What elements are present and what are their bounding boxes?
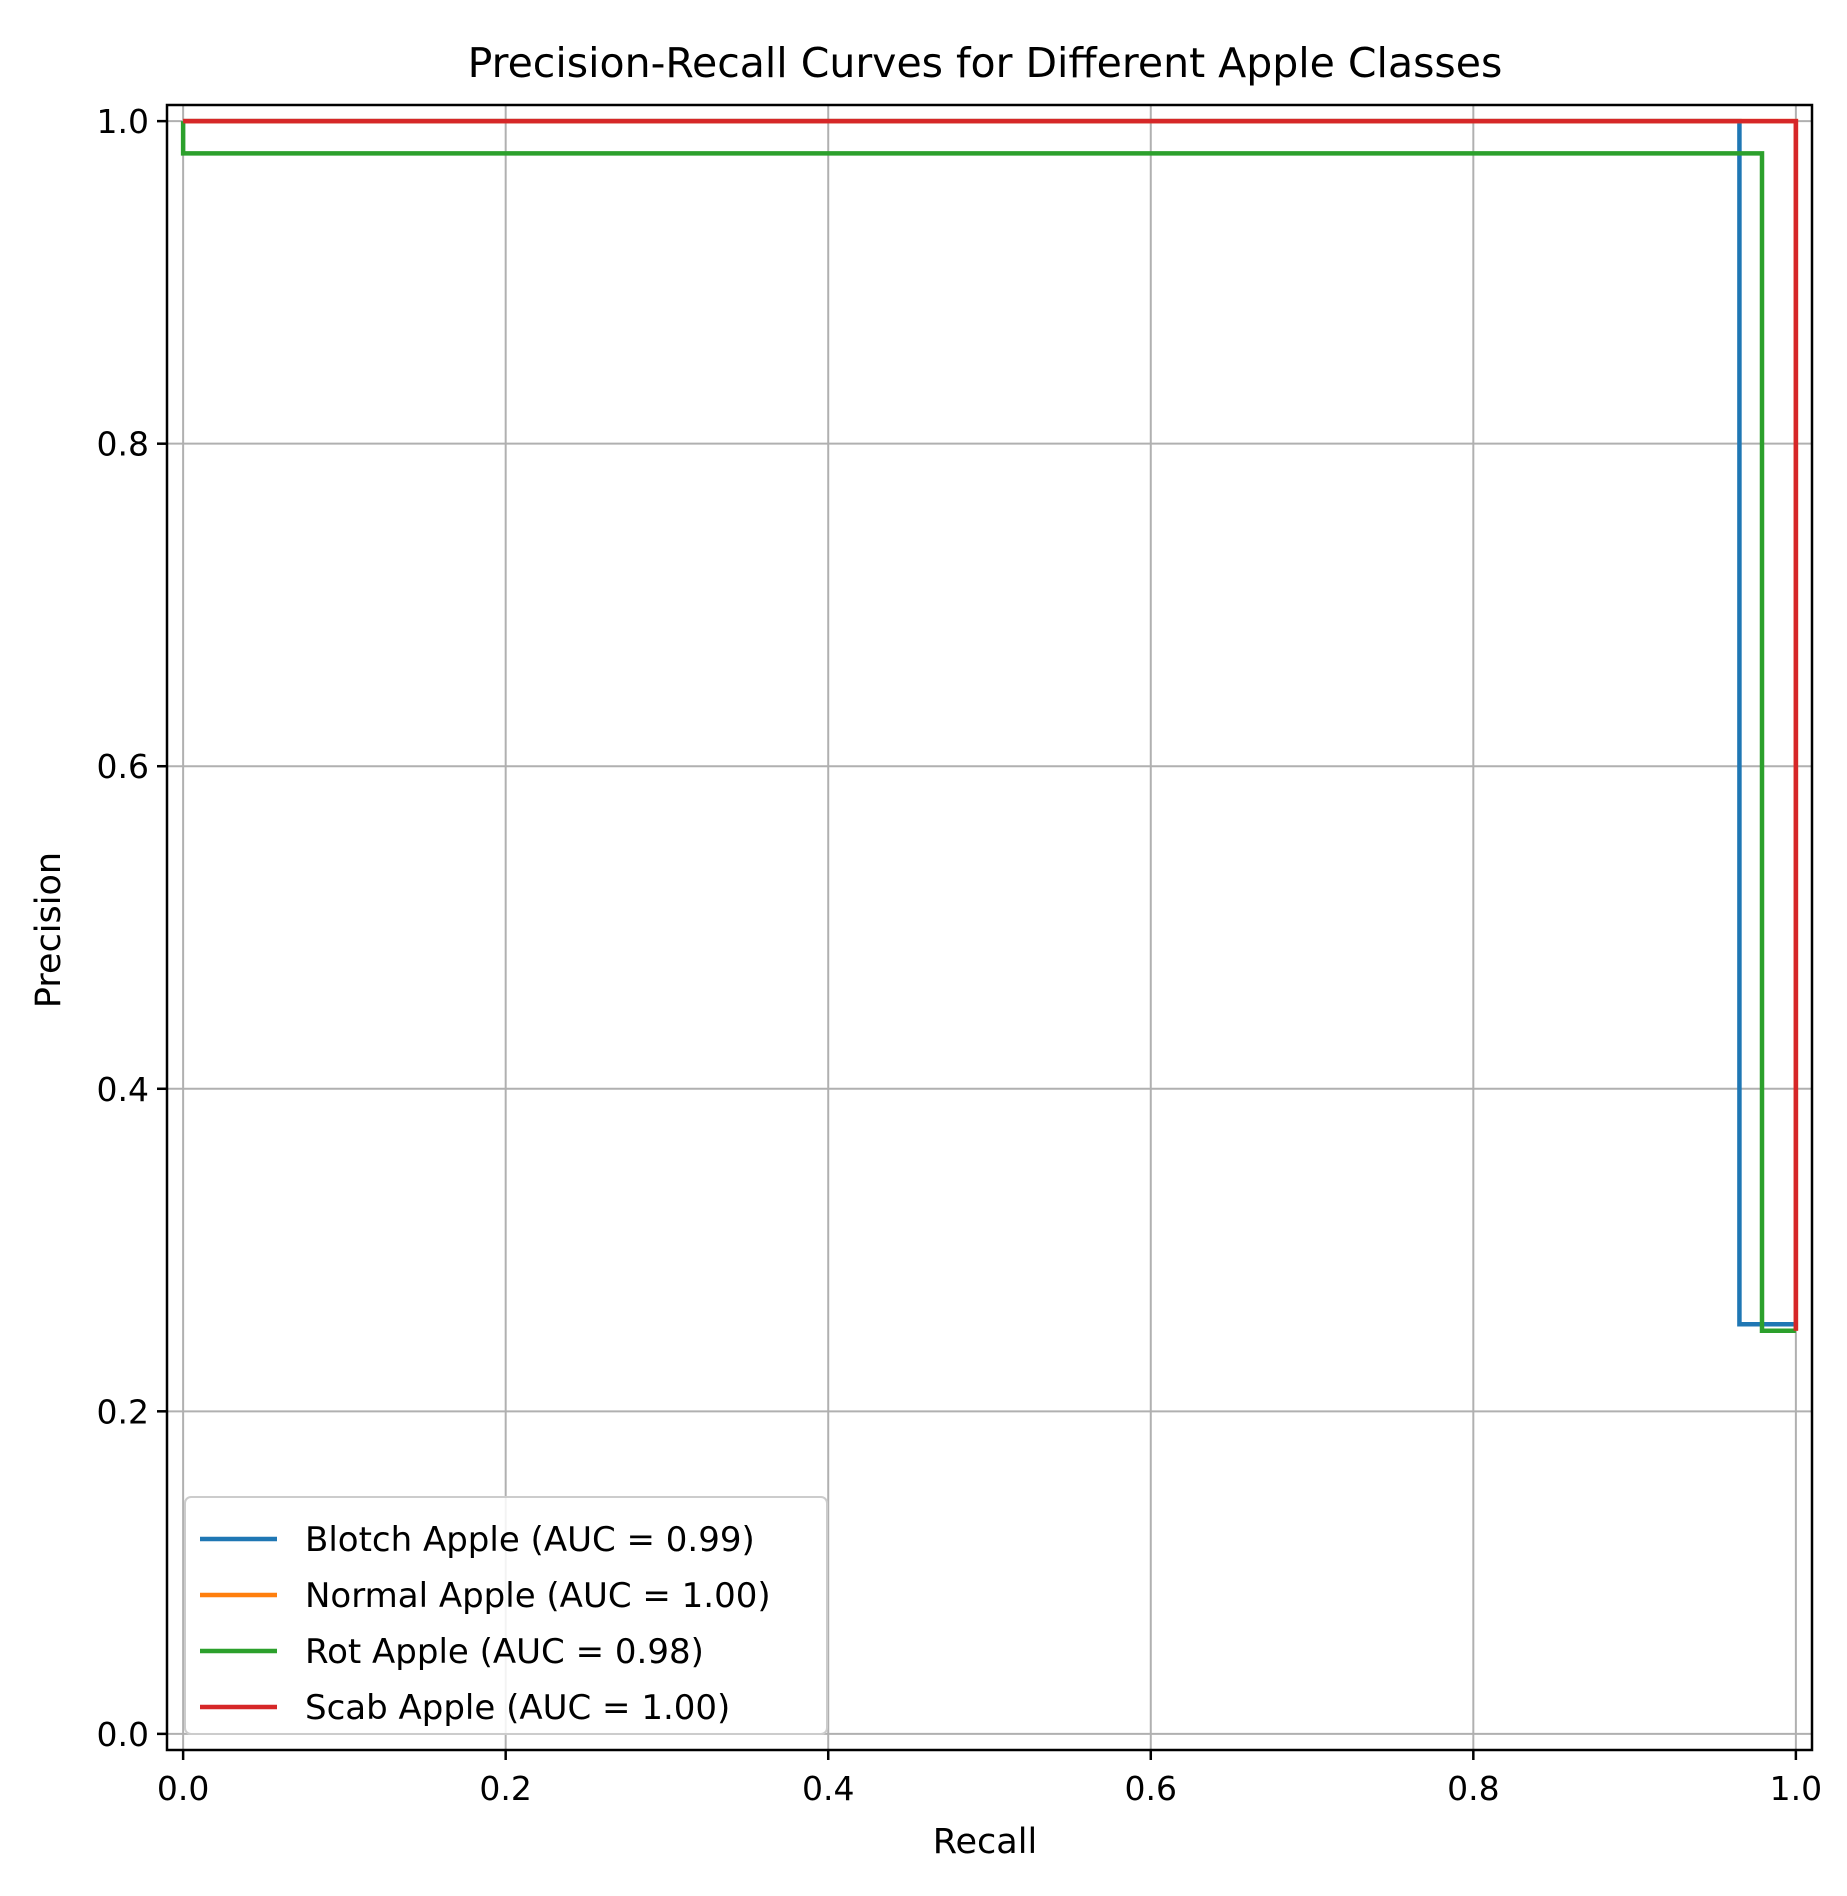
axes: [165, 103, 1814, 1752]
legend-label-2: Normal Apple (AUC = 1.00): [305, 1576, 771, 1616]
legend-label-1: Blotch Apple (AUC = 0.99): [305, 1520, 755, 1560]
x-axis-label: Recall: [933, 1822, 1037, 1862]
series-lines: [180, 118, 1799, 1333]
ticks: 0.0 0.2 0.4 0.6 0.8 1.0 0.0 0.2 0.4 0.6 0.8 1.0: [97, 102, 1823, 1808]
grid-lines: [167, 105, 1812, 1750]
legend-box: [184, 1496, 828, 1735]
x-tick-label: 0.6: [1125, 1769, 1177, 1808]
x-tick-label: 0.8: [1447, 1769, 1499, 1808]
legend: Blotch Apple (AUC = 0.99) Normal Apple (A…: [184, 1496, 828, 1735]
y-tick-label: 0.0: [97, 1715, 149, 1754]
x-tick-label: 0.4: [802, 1769, 854, 1808]
y-tick-label: 0.2: [97, 1392, 149, 1431]
x-tick-label: 0.0: [157, 1769, 209, 1808]
legend-label-3: Rot Apple (AUC = 0.98): [305, 1632, 704, 1672]
series-line-3: [180, 121, 1796, 1333]
y-tick-label: 1.0: [97, 102, 149, 141]
chart-title: Precision-Recall Curves for Different Ap…: [468, 39, 1503, 87]
y-tick-label: 0.8: [97, 425, 149, 464]
series-line-4: [183, 118, 1799, 1331]
axes-frame: [165, 103, 1814, 1752]
y-tick-label: 0.4: [97, 1070, 149, 1109]
x-tick-label: 0.2: [479, 1769, 531, 1808]
y-tick-label: 0.6: [97, 747, 149, 786]
legend-label-4: Scab Apple (AUC = 1.00): [305, 1688, 730, 1728]
y-axis-label: Precision: [29, 852, 69, 1008]
x-tick-label: 1.0: [1770, 1769, 1822, 1808]
